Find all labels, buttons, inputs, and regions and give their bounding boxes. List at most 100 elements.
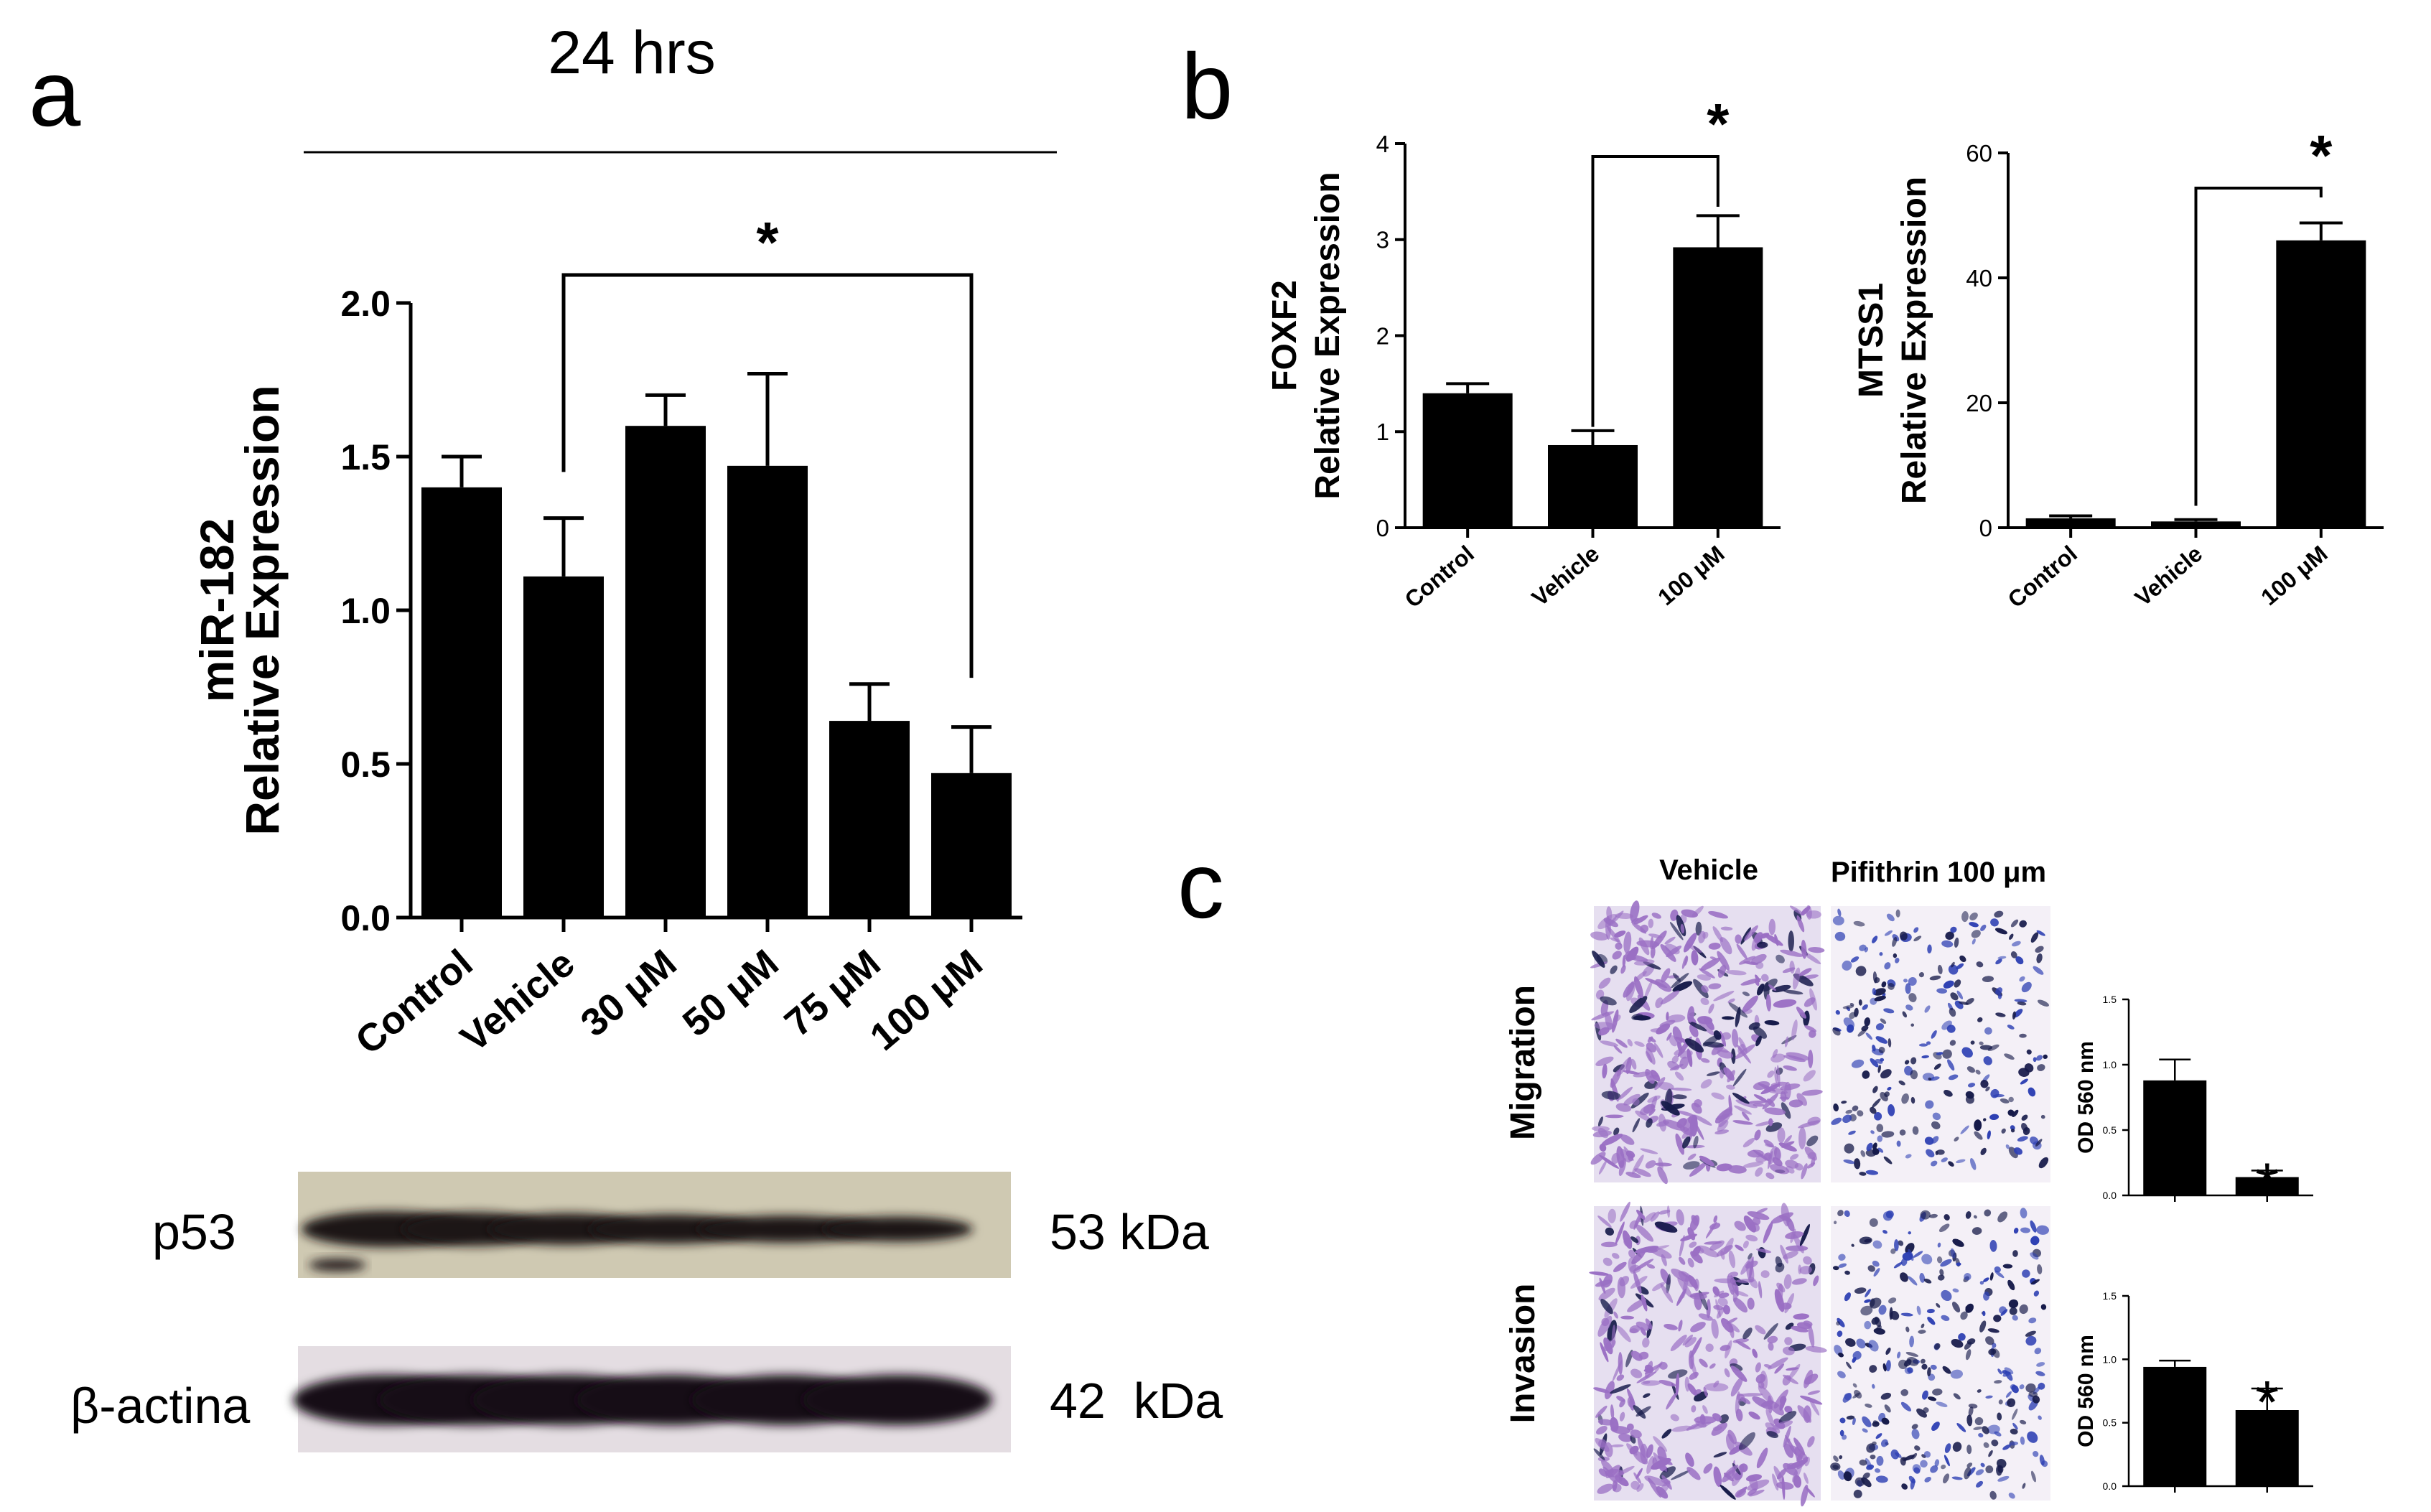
- stained-cell: [1661, 1429, 1672, 1439]
- stained-cell: [1742, 1111, 1750, 1121]
- stained-cell: [1732, 1068, 1747, 1086]
- stained-cell: [1997, 956, 2007, 959]
- stained-cell: [1802, 951, 1821, 965]
- stained-cell: [1694, 1416, 1717, 1424]
- stained-cell: [1888, 983, 1895, 990]
- stained-cell: [1641, 1380, 1661, 1386]
- stained-cell: [1842, 1114, 1852, 1124]
- stained-cell: [1753, 1026, 1768, 1039]
- y-tick-label: 2.0: [340, 284, 391, 324]
- stained-cell: [1635, 1246, 1659, 1254]
- stained-cell: [1985, 1465, 1994, 1474]
- stained-cell: [1951, 1338, 1964, 1348]
- stained-cell: [1839, 1455, 1843, 1460]
- stained-cell: [2010, 951, 2017, 958]
- stained-cell: [1659, 1019, 1676, 1027]
- stained-cell: [1633, 1405, 1646, 1419]
- stained-cell: [1597, 1483, 1613, 1494]
- blot-size-p53: 53 kDa: [1050, 1204, 1209, 1260]
- stained-cell: [1803, 1473, 1809, 1484]
- stained-cell: [1646, 1042, 1656, 1053]
- stained-cell: [1610, 1384, 1631, 1394]
- stained-cell: [1768, 1357, 1788, 1370]
- stained-cell: [1864, 1017, 1871, 1027]
- stained-cell: [1634, 1168, 1651, 1177]
- stained-cell: [1666, 1392, 1677, 1410]
- stained-cell: [2011, 1384, 2019, 1394]
- stained-cell: [2038, 1415, 2042, 1420]
- bar: [727, 465, 808, 918]
- stained-cell: [1604, 1381, 1615, 1400]
- stained-cell: [1969, 922, 1979, 928]
- stained-cell: [1783, 1462, 1798, 1476]
- stained-cell: [1753, 1149, 1769, 1161]
- y-tick-label: 0.0: [2103, 1480, 2117, 1492]
- stained-cell: [1844, 1270, 1850, 1275]
- stained-cell: [2009, 1441, 2019, 1446]
- x-tick-label: 100 μM: [1653, 541, 1729, 610]
- stained-cell: [1618, 1433, 1633, 1442]
- stained-cell: [1785, 1231, 1804, 1239]
- stained-cell: [1592, 1126, 1610, 1131]
- y-axis-label: OD 560 nm: [2074, 1335, 2098, 1447]
- stained-cell: [1833, 1221, 1837, 1225]
- y-tick-label: 0: [1376, 515, 1389, 541]
- micrographs: Vehicle Pifithrin 100 μm Migration Invas…: [1504, 854, 2050, 1507]
- stained-cell: [1927, 1396, 1937, 1401]
- stained-cell: [2033, 1450, 2039, 1457]
- stained-cell: [1896, 1140, 1901, 1147]
- stained-cell: [1796, 915, 1805, 933]
- stained-cell: [1927, 1317, 1936, 1325]
- stained-cell: [1636, 1321, 1650, 1331]
- stained-cell: [1872, 988, 1877, 995]
- stained-cell: [2019, 976, 2025, 982]
- stained-cell: [1927, 944, 1932, 954]
- significance-star: *: [756, 210, 779, 274]
- stained-cell: [1980, 1147, 1987, 1155]
- stained-cell: [1610, 1417, 1619, 1432]
- stained-cell: [1887, 1086, 1892, 1091]
- stained-cell: [1778, 1142, 1797, 1152]
- stained-cell: [1852, 1105, 1859, 1111]
- stained-cell: [1931, 1121, 1941, 1129]
- stained-cell: [1966, 1066, 1975, 1073]
- stained-cell: [1653, 1436, 1668, 1452]
- stained-cell: [1786, 1052, 1810, 1061]
- stained-cell: [1785, 1245, 1809, 1251]
- stained-cell: [1628, 1257, 1636, 1274]
- stained-cell: [1776, 954, 1785, 963]
- stained-cell: [1725, 970, 1747, 976]
- stained-cell: [1979, 1281, 1984, 1285]
- stained-cell: [1950, 992, 1959, 1001]
- stained-cell: [1954, 1137, 1959, 1142]
- stained-cell: [1949, 1040, 1956, 1046]
- stained-cell: [1867, 1265, 1875, 1272]
- stained-cell: [1910, 1070, 1918, 1080]
- stained-cell: [1834, 931, 1846, 941]
- stained-cell: [1614, 930, 1626, 938]
- y-tick-label: 3: [1376, 227, 1389, 253]
- stained-cell: [1807, 1436, 1815, 1447]
- stained-cell: [2004, 1367, 2014, 1375]
- stained-cell: [1615, 1038, 1628, 1048]
- micrograph-col-pifithrin: Pifithrin 100 μm: [1831, 857, 2046, 888]
- stained-cell: [1644, 979, 1653, 999]
- stained-cell: [2033, 1290, 2040, 1297]
- stained-cell: [2004, 1053, 2015, 1060]
- stained-cell: [1619, 1399, 1625, 1408]
- stained-cell: [1997, 1412, 2002, 1421]
- stained-cell: [1880, 1392, 1892, 1400]
- stained-cell: [1941, 1289, 1952, 1302]
- stained-cell: [1650, 1211, 1660, 1222]
- stained-cell: [1803, 1070, 1816, 1082]
- stained-cell: [1976, 961, 1984, 968]
- stained-cell: [1602, 1274, 1613, 1288]
- stained-cell: [1842, 960, 1852, 971]
- stained-cell: [1604, 1442, 1613, 1458]
- stained-cell: [1832, 915, 1844, 925]
- stained-cell: [1850, 956, 1860, 963]
- stained-cell: [1633, 971, 1647, 982]
- stained-cell: [1968, 1406, 1974, 1417]
- stained-cell: [1875, 1475, 1888, 1483]
- stained-cell: [1731, 1029, 1739, 1048]
